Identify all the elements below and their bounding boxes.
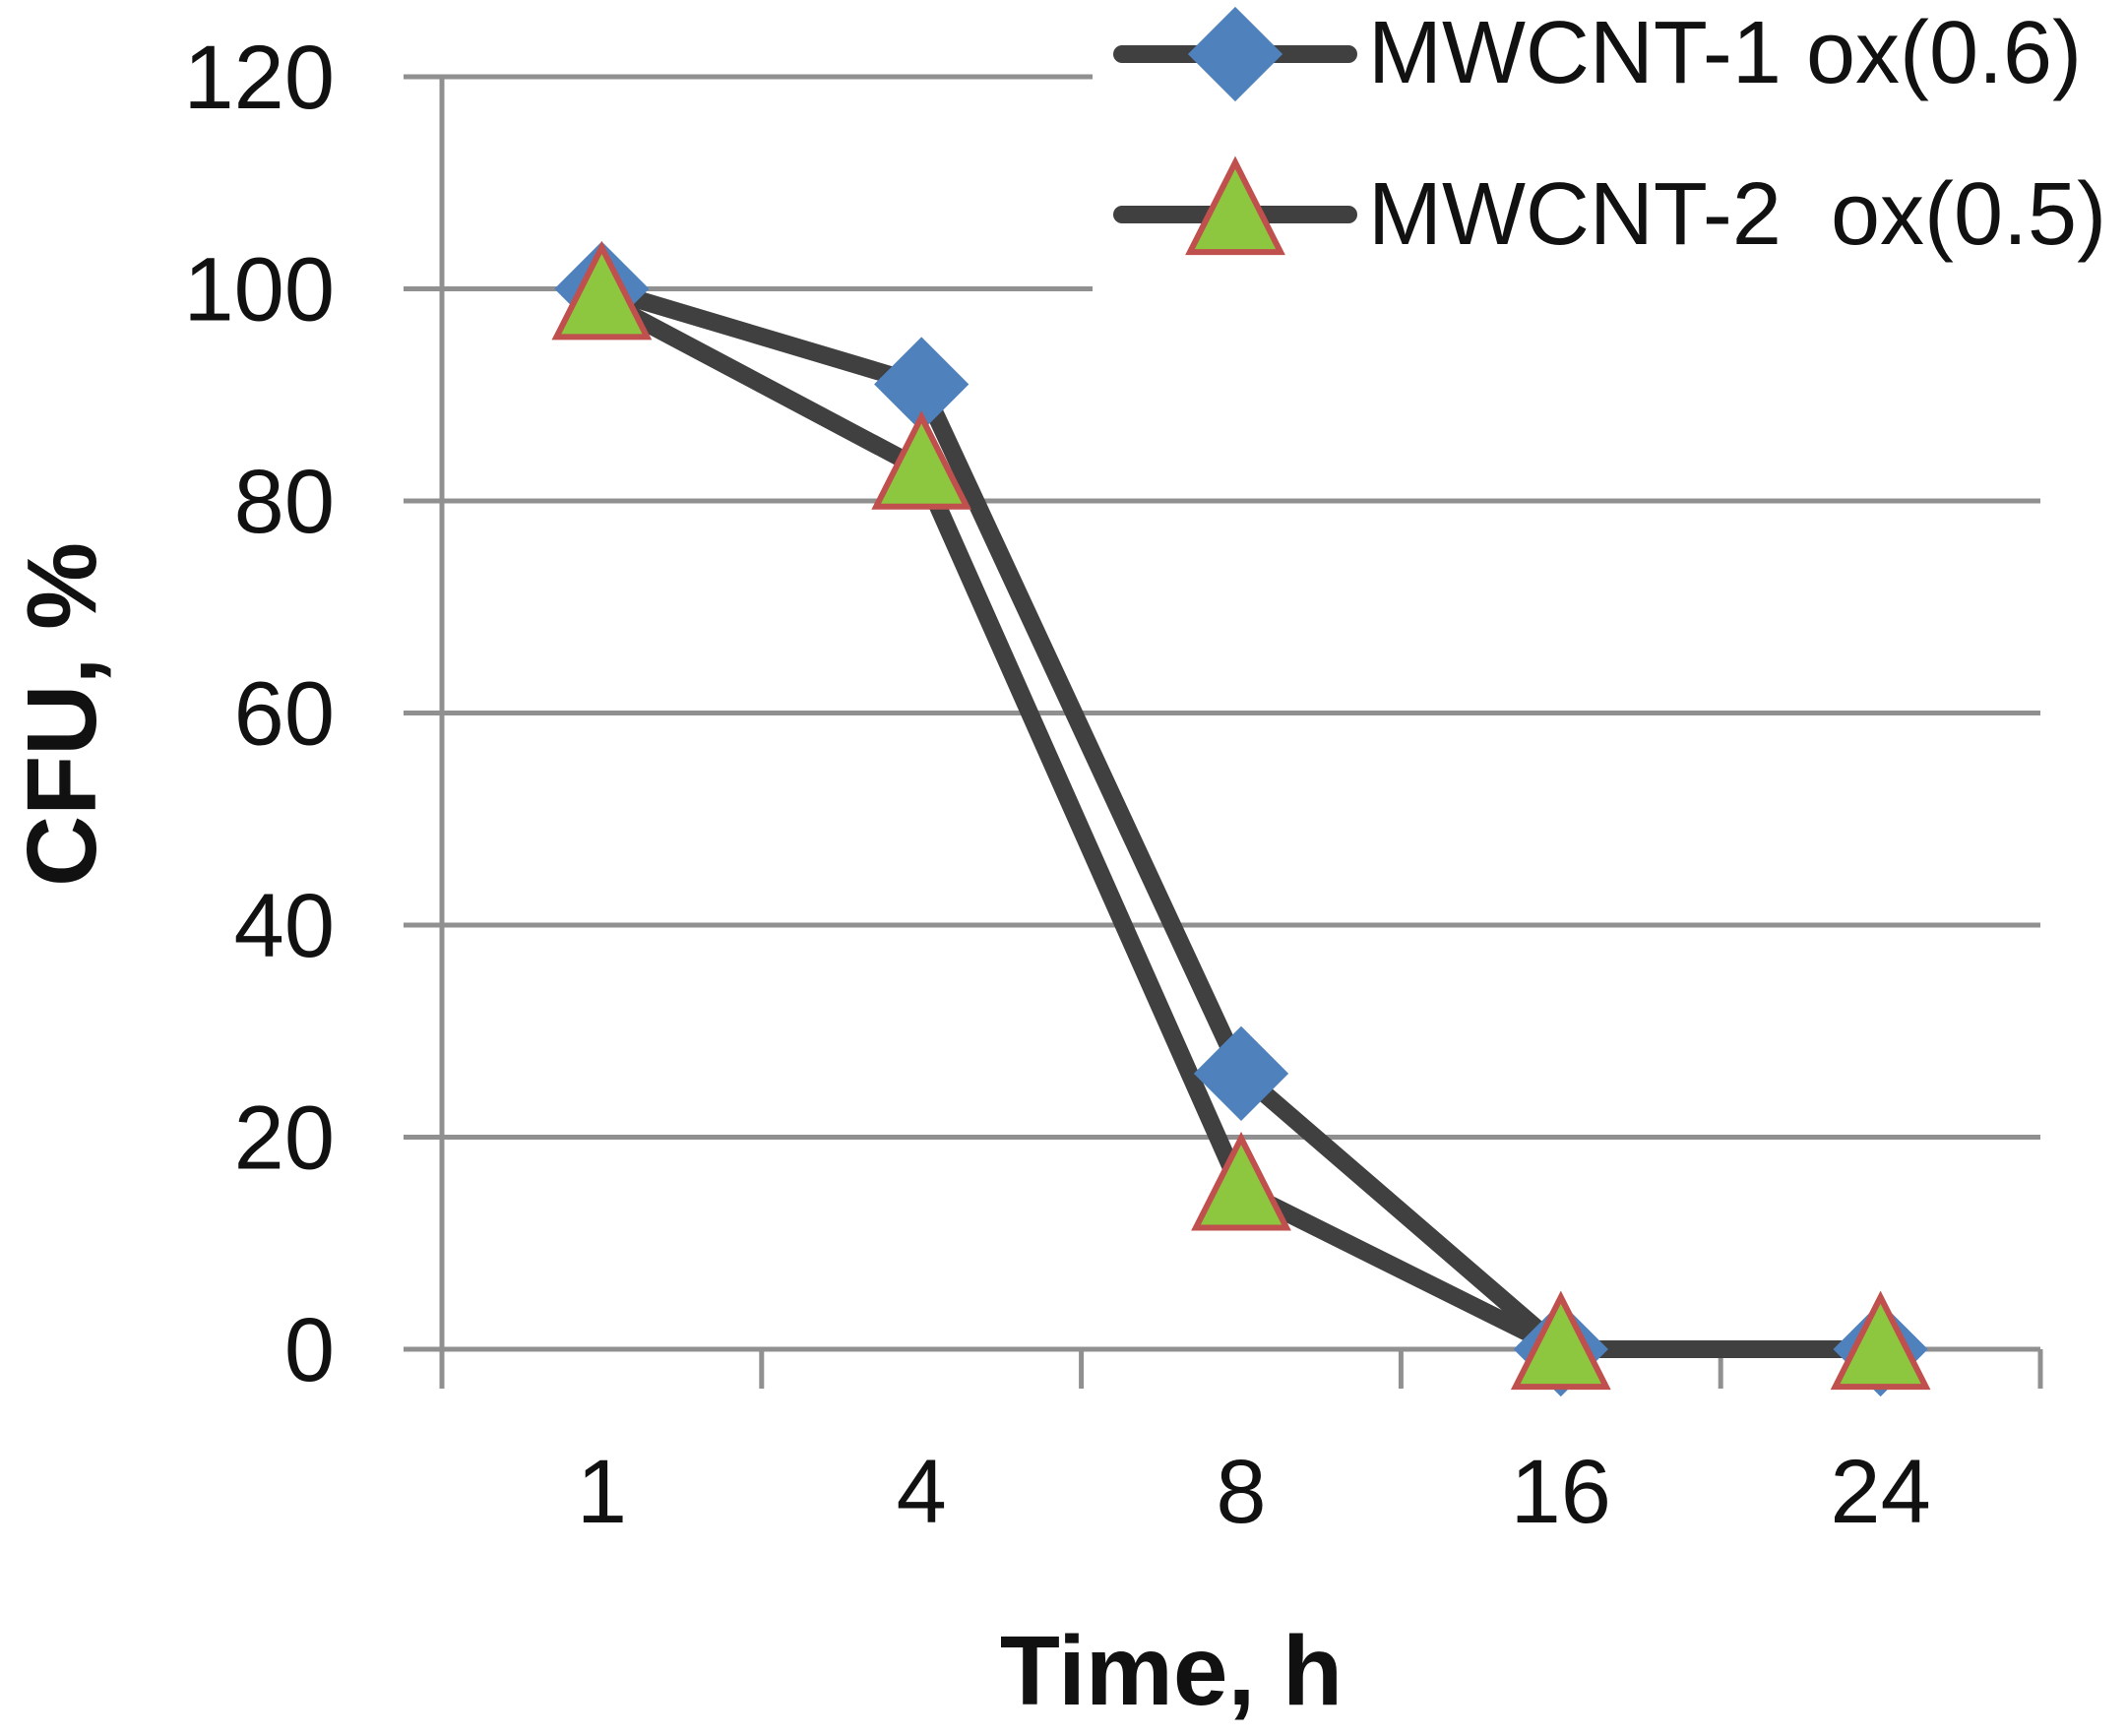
y-axis-title: CFU, %: [7, 542, 117, 887]
legend-triangle-marker: [1185, 155, 1285, 256]
y-tick-label: 60: [234, 664, 335, 765]
data-point-triangle: [1830, 1290, 1931, 1391]
legend-entry-2: MWCNT-2 ox(0.5): [1113, 155, 2106, 264]
data-point-diamond: [1193, 1025, 1289, 1121]
y-tick-label: 80: [234, 452, 335, 552]
data-point-triangle: [551, 240, 653, 341]
y-tick-label: 100: [184, 240, 336, 341]
legend-entry-1: MWCNT-1 ox(0.6): [1113, 4, 2082, 102]
y-tick-label: 120: [184, 28, 336, 128]
x-tick-label: 1: [577, 1442, 627, 1542]
legend-label-2: MWCNT-2 ox(0.5): [1368, 165, 2106, 264]
y-tick-labels: 0 20 40 60 80 100 120: [184, 28, 336, 1400]
x-tick-labels: 1 4 8 16 24: [577, 1442, 1931, 1542]
data-point-triangle: [1510, 1290, 1611, 1391]
data-point-triangle: [871, 410, 972, 510]
x-tick-label: 8: [1216, 1442, 1266, 1542]
series-markers: [551, 240, 1931, 1397]
legend: MWCNT-1 ox(0.6) MWCNT-2 ox(0.5): [1113, 4, 2106, 264]
x-axis-title: Time, h: [1000, 1616, 1343, 1726]
y-tick-label: 0: [284, 1300, 335, 1400]
y-tick-label: 40: [234, 876, 335, 976]
data-point-triangle: [1191, 1131, 1291, 1231]
legend-label-1: MWCNT-1 ox(0.6): [1368, 4, 2082, 102]
legend-diamond-marker: [1187, 6, 1283, 102]
x-tick-label: 4: [897, 1442, 947, 1542]
x-tick-label: 16: [1511, 1442, 1611, 1542]
y-tick-label: 20: [234, 1088, 335, 1189]
gridlines: [404, 74, 2040, 1140]
x-tick-label: 24: [1830, 1442, 1930, 1542]
